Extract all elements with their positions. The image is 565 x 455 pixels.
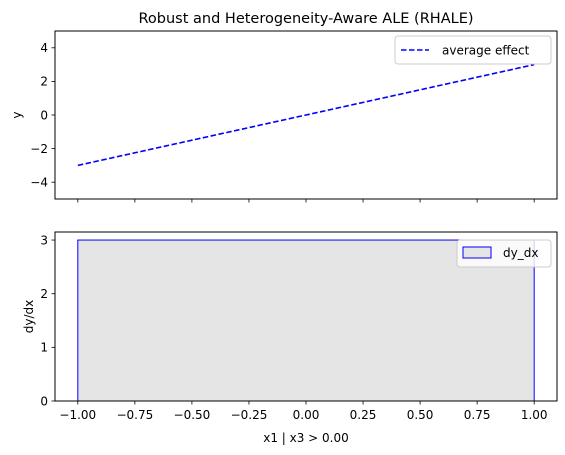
bottom-y-tick-label: 3 bbox=[40, 233, 48, 247]
top-y-tick-label: 0 bbox=[40, 108, 48, 122]
bottom-x-tick-label: 0.75 bbox=[464, 408, 491, 422]
average-effect-line bbox=[77, 63, 535, 167]
top-y-tick-label: 2 bbox=[40, 75, 48, 89]
bottom-legend: dy_dx bbox=[456, 239, 552, 268]
bottom-y-axis-label: dy/dx bbox=[22, 300, 36, 333]
top-y-axis-label: y bbox=[10, 111, 24, 118]
bottom-x-tick-label: −0.50 bbox=[174, 408, 211, 422]
bottom-x-tick-label: 0.00 bbox=[293, 408, 320, 422]
bottom-legend-label: dy_dx bbox=[503, 246, 538, 260]
bottom-x-tick-label: −0.75 bbox=[116, 408, 153, 422]
top-legend: average effect bbox=[394, 35, 552, 65]
bottom-y-axis-ticks: 0 1 2 3 bbox=[40, 233, 55, 408]
top-y-tick-label: 4 bbox=[40, 41, 48, 55]
bottom-x-axis-label: x1 | x3 > 0.00 bbox=[263, 431, 349, 445]
top-plot-panel: Robust and Heterogeneity-Aware ALE (RHAL… bbox=[10, 11, 558, 203]
bottom-legend-swatch bbox=[462, 246, 492, 259]
bottom-x-tick-label: 1.00 bbox=[521, 408, 548, 422]
top-legend-label: average effect bbox=[442, 44, 530, 58]
bottom-x-tick-label: 0.50 bbox=[407, 408, 434, 422]
bottom-x-tick-label: 0.25 bbox=[350, 408, 377, 422]
top-series-group bbox=[77, 63, 535, 167]
bottom-plot-panel: 0 1 2 3 −1.00 −0.75 −0.50 −0.25 0.00 0.25 0.50 0.7… bbox=[22, 231, 558, 445]
top-legend-box bbox=[394, 35, 552, 65]
bottom-x-tick-label: −1.00 bbox=[59, 408, 96, 422]
bottom-y-tick-label: 2 bbox=[40, 287, 48, 301]
top-y-axis-ticks: −4 −2 0 2 4 bbox=[30, 41, 55, 190]
top-x-axis-ticks bbox=[77, 199, 535, 203]
bottom-x-tick-label: −0.25 bbox=[231, 408, 268, 422]
top-y-tick-label: −2 bbox=[30, 142, 48, 156]
top-plot-title: Robust and Heterogeneity-Aware ALE (RHAL… bbox=[138, 11, 473, 27]
bottom-y-tick-label: 1 bbox=[40, 341, 48, 355]
bottom-y-tick-label: 0 bbox=[40, 394, 48, 408]
top-y-tick-label: −4 bbox=[30, 176, 48, 190]
bottom-x-axis-ticks: −1.00 −0.75 −0.50 −0.25 0.00 0.25 0.50 0.75 1.00 bbox=[59, 401, 548, 422]
